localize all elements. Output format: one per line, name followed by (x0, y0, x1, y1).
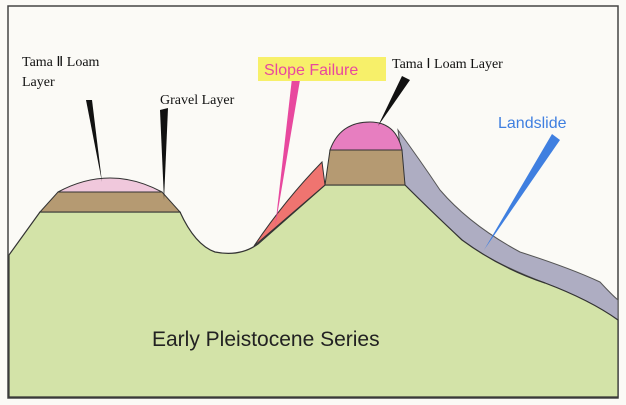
label: Early Pleistocene Series (152, 328, 380, 351)
label: Gravel Layer (160, 93, 235, 108)
label: Landslide (498, 115, 567, 132)
label: Tama Ⅱ Loam (22, 55, 100, 70)
gravel-layer-1 (40, 192, 180, 212)
diagram: Tama Ⅱ Loam Layer Gravel Layer Slope Fai… (0, 0, 626, 405)
label: Tama Ⅰ Loam Layer (392, 57, 503, 72)
label: Layer (22, 75, 55, 90)
gravel-layer-2 (325, 150, 405, 185)
label: Slope Failure (264, 62, 358, 79)
